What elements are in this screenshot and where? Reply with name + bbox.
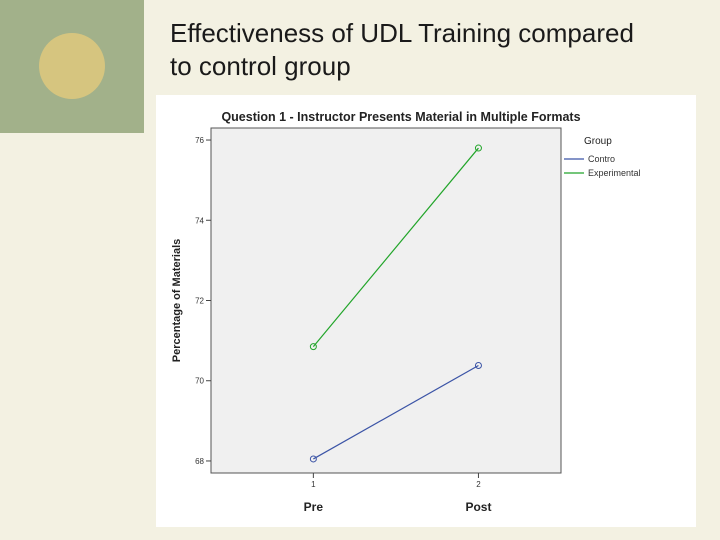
data-point [474, 361, 482, 369]
y-tick-label: 70 [195, 377, 204, 386]
y-tick-label: 72 [195, 297, 204, 306]
series-line-1 [312, 147, 479, 348]
decorative-circle [39, 33, 105, 99]
data-point [474, 144, 482, 152]
slide-title: Effectiveness of UDL Training compared t… [170, 18, 634, 81]
x-tick-label: 1 [311, 480, 316, 489]
series-line-0 [313, 364, 479, 460]
x-tick-label: 2 [476, 480, 481, 489]
line-chart: Question 1 - Instructor Presents Materia… [171, 110, 641, 514]
legend-entry: Contro [588, 154, 615, 164]
plot-area [210, 127, 562, 474]
y-axis-label: Percentage of Materials [171, 239, 183, 363]
y-tick-label: 68 [195, 457, 204, 466]
chart-title: Question 1 - Instructor Presents Materia… [221, 110, 580, 124]
data-point [309, 455, 317, 463]
x-category-label: Post [465, 500, 491, 514]
x-category-label: Pre [304, 500, 324, 514]
data-point [309, 343, 317, 351]
y-tick-label: 76 [195, 136, 204, 145]
legend-entry: Experimental [588, 168, 641, 178]
chart-panel: Question 1 - Instructor Presents Materia… [156, 95, 696, 527]
y-tick-label: 74 [195, 216, 204, 225]
legend-title: Group [584, 136, 612, 147]
